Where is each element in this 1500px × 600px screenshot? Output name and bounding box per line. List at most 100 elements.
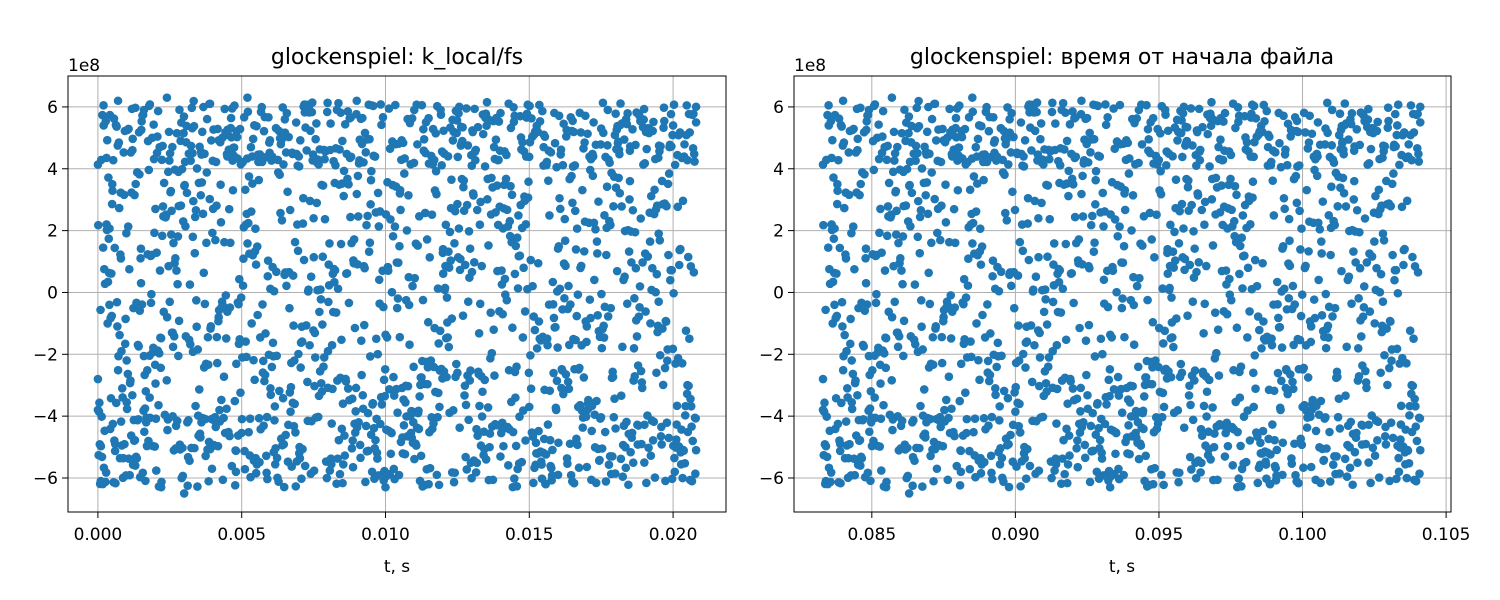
data-point (520, 307, 530, 316)
data-point (1151, 356, 1160, 365)
data-point (631, 263, 641, 273)
data-point (1316, 396, 1326, 406)
data-point (1385, 476, 1394, 486)
data-point (451, 359, 461, 369)
data-point (225, 431, 234, 441)
data-point (602, 182, 612, 192)
data-point (976, 468, 986, 478)
data-point (294, 152, 304, 161)
data-point (1251, 384, 1260, 393)
data-point (502, 150, 511, 160)
data-point (922, 127, 932, 137)
data-point (287, 462, 296, 471)
data-point (172, 128, 182, 138)
data-point (1170, 256, 1180, 265)
data-point (185, 280, 195, 289)
data-point (1409, 128, 1419, 137)
data-point (337, 335, 346, 345)
data-point (879, 348, 889, 358)
data-point (636, 214, 646, 223)
data-point (1296, 245, 1305, 254)
data-point (1006, 281, 1016, 291)
data-point (1082, 370, 1091, 380)
data-point (1156, 189, 1166, 199)
data-point (1277, 376, 1286, 386)
data-point (1016, 118, 1026, 127)
data-point (107, 311, 117, 321)
data-point (1396, 401, 1406, 411)
data-point (1050, 466, 1059, 475)
data-point (650, 473, 660, 482)
data-point (990, 135, 1000, 145)
data-point (876, 414, 886, 424)
data-point (1064, 166, 1074, 176)
data-point (949, 204, 959, 214)
data-point (263, 256, 273, 265)
data-point (996, 443, 1005, 453)
data-point (279, 439, 289, 449)
data-point (203, 332, 213, 342)
data-point (1330, 303, 1340, 313)
data-point (1073, 436, 1082, 445)
data-point (1232, 190, 1241, 200)
data-point (1192, 267, 1201, 277)
data-point (946, 334, 956, 343)
data-point (624, 247, 634, 256)
data-point (450, 206, 460, 216)
data-point (889, 127, 899, 137)
data-point (928, 360, 938, 370)
data-point (1317, 249, 1326, 258)
data-point (1351, 258, 1360, 267)
data-point (164, 127, 174, 137)
data-point (371, 435, 380, 445)
data-point (1094, 423, 1103, 433)
data-point (206, 322, 216, 331)
data-point (549, 313, 559, 323)
data-point (1292, 198, 1302, 208)
data-point (1167, 293, 1176, 302)
data-point (251, 260, 261, 269)
data-point (1027, 146, 1036, 155)
data-point (402, 226, 412, 235)
data-point (849, 454, 859, 463)
data-point (246, 142, 256, 152)
data-point (346, 212, 355, 222)
data-point (369, 423, 379, 433)
data-point (621, 463, 631, 473)
data-point (444, 342, 454, 352)
data-point (652, 269, 662, 279)
data-point (639, 104, 649, 114)
data-point (1251, 114, 1261, 123)
data-point (390, 222, 400, 231)
y-tick-label: −2 (759, 345, 784, 365)
data-point (435, 326, 445, 336)
data-point (640, 159, 650, 168)
data-point (941, 395, 951, 405)
data-point (566, 300, 575, 309)
data-point (1399, 260, 1408, 270)
data-point (670, 453, 679, 463)
data-point (188, 232, 198, 242)
data-point (1408, 252, 1417, 262)
data-point (455, 423, 464, 432)
data-point (547, 471, 557, 480)
data-point (646, 319, 655, 328)
data-point (662, 356, 672, 366)
data-point (824, 101, 833, 110)
data-point (1015, 237, 1025, 247)
data-point (1045, 214, 1055, 224)
data-point (136, 254, 145, 263)
data-point (395, 241, 404, 251)
data-point (117, 383, 127, 393)
data-point (659, 103, 669, 112)
data-point (295, 453, 305, 463)
data-point (417, 100, 427, 110)
data-point (1364, 458, 1373, 467)
data-point (989, 113, 998, 122)
data-point (908, 481, 917, 490)
data-point (901, 201, 911, 210)
data-point (1411, 402, 1420, 411)
data-point (320, 154, 329, 164)
data-point (191, 205, 201, 215)
data-point (1327, 182, 1336, 192)
